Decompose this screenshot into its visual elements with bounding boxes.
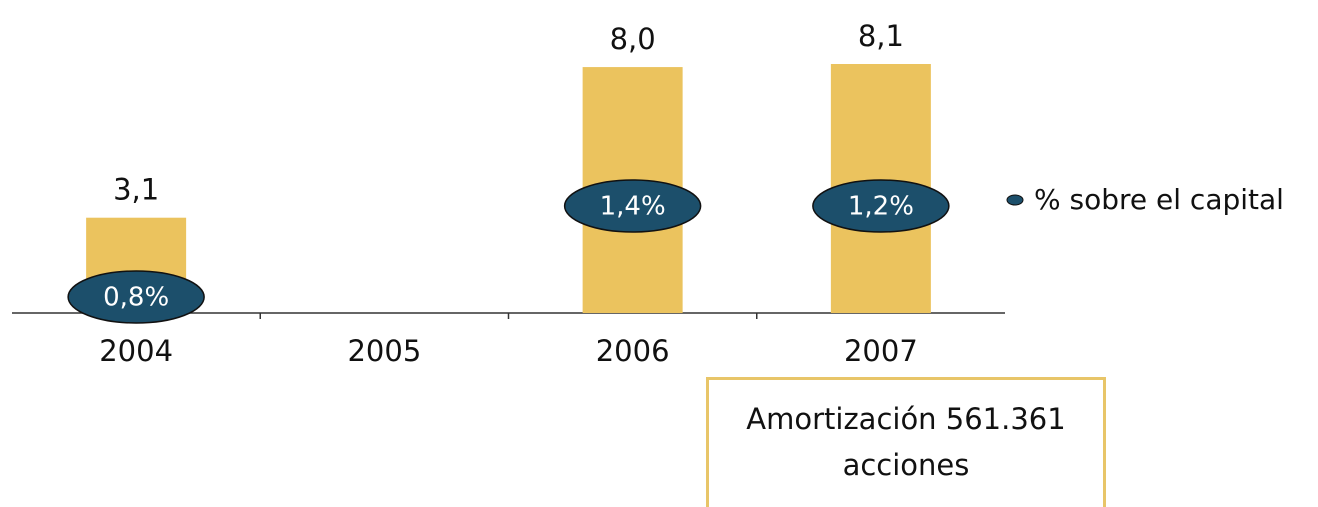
x-tick-label: 2004 bbox=[99, 334, 173, 368]
percent-label: 1,4% bbox=[600, 192, 666, 222]
percent-badge bbox=[563, 179, 702, 233]
x-tick-label: 2007 bbox=[844, 334, 918, 368]
annotation: Amortización 561.361 acciones bbox=[706, 377, 1106, 507]
value-label: 3,1 bbox=[113, 173, 159, 207]
chart: 2004 3,1 0,8% 2005 2006 8,0 1,4% 2007 8,1 1,2% % s… bbox=[12, 19, 1284, 368]
x-tick-label: 2006 bbox=[596, 334, 670, 368]
value-label: 8,0 bbox=[610, 22, 656, 56]
page: {"chart_data": {"type": "bar", "categori… bbox=[12, 19, 1284, 507]
legend-label: % sobre el capital bbox=[1034, 183, 1284, 216]
value-label: 8,1 bbox=[858, 19, 904, 53]
percent-label: 1,2% bbox=[848, 192, 914, 222]
x-tick-label: 2005 bbox=[347, 334, 421, 368]
legend-marker bbox=[1006, 194, 1024, 206]
percent-badge bbox=[812, 179, 950, 233]
percent-label: 0,8% bbox=[103, 283, 169, 313]
percent-badge bbox=[67, 270, 205, 324]
